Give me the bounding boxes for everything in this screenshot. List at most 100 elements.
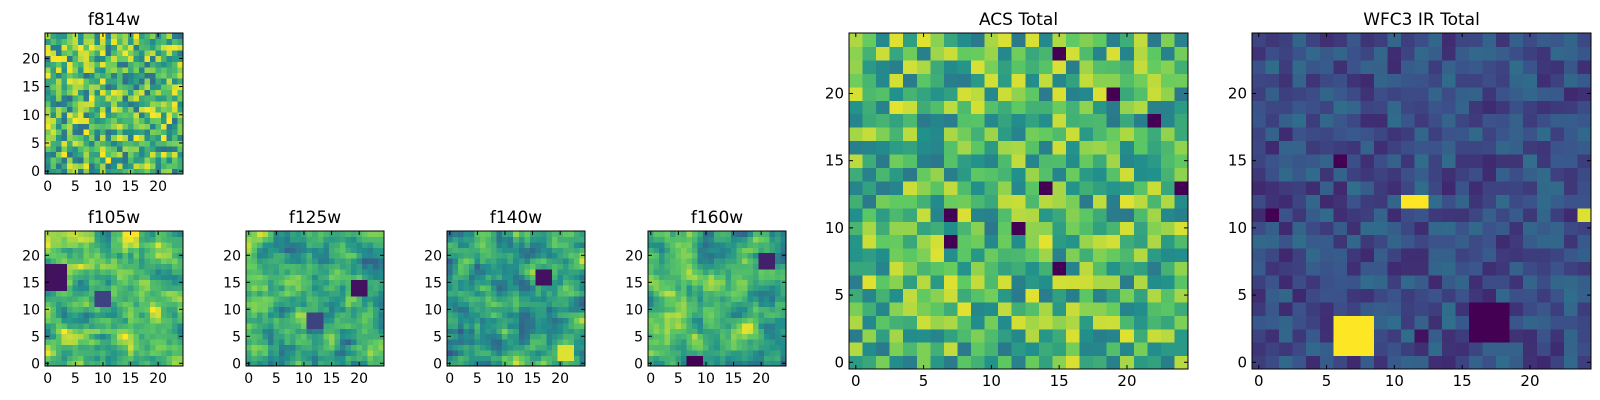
heatmap-cell (1496, 328, 1511, 343)
heatmap-cell (177, 44, 184, 51)
heatmap-cell (670, 317, 677, 324)
heatmap-cell (741, 344, 748, 351)
heatmap-cell (463, 241, 470, 248)
heatmap-cell (72, 290, 79, 297)
heatmap-cell (312, 339, 319, 345)
heatmap-cell (1563, 180, 1579, 195)
heatmap-cell (741, 241, 748, 248)
heatmap-cell (736, 247, 743, 254)
heatmap-cell (50, 95, 57, 102)
heatmap-cell (61, 355, 68, 362)
heatmap-cell (452, 301, 459, 308)
heatmap-cell (144, 236, 151, 243)
heatmap-cell (916, 355, 931, 370)
heatmap-cell (94, 106, 101, 113)
heatmap-cell (551, 295, 558, 302)
heatmap-cell (378, 339, 385, 345)
heatmap-cell (681, 231, 688, 237)
heatmap-cell (469, 339, 476, 345)
heatmap-cell (89, 134, 96, 141)
heatmap-cell (1536, 261, 1551, 276)
heatmap-cell (257, 317, 264, 324)
heatmap-cell (1496, 301, 1511, 316)
heatmap-cell (540, 247, 547, 254)
heatmap-cell (971, 59, 986, 74)
heatmap-cell (1401, 153, 1416, 168)
heatmap-cell (507, 285, 514, 291)
heatmap-cell (458, 290, 465, 297)
heatmap-cell (703, 333, 710, 340)
y-tick-label: 15 (1228, 152, 1247, 170)
heatmap-cell (1065, 194, 1081, 209)
heatmap-cell (568, 344, 575, 351)
heatmap-cell (1523, 355, 1538, 370)
heatmap-cell (312, 360, 319, 367)
heatmap-cell (160, 157, 168, 164)
heatmap-cell (573, 295, 581, 302)
heatmap-cell (94, 295, 101, 302)
heatmap-cell (741, 247, 748, 254)
x-tick-label: 20 (149, 179, 167, 195)
heatmap-cell (367, 301, 374, 308)
heatmap-cell (268, 339, 275, 345)
heatmap-cell (736, 258, 743, 264)
heatmap-cell (350, 285, 357, 291)
heatmap-cell (496, 290, 503, 297)
heatmap-cell (540, 274, 547, 281)
heatmap-cell (317, 279, 324, 286)
heatmap-cell (998, 355, 1013, 370)
y-tick-label: 10 (825, 219, 844, 237)
heatmap-cell (1523, 180, 1538, 195)
heatmap-cell (105, 241, 112, 248)
heatmap-cell (1333, 207, 1348, 222)
heatmap-cell (83, 290, 90, 297)
heatmap-cell (67, 128, 74, 136)
heatmap-cell (1496, 46, 1511, 61)
heatmap-cell (780, 301, 787, 308)
heatmap-cell (1160, 248, 1176, 263)
heatmap-cell (284, 333, 291, 340)
heatmap-cell (1509, 100, 1524, 115)
heatmap-cell (50, 145, 57, 153)
heatmap-cell (1333, 153, 1348, 168)
heatmap-cell (1093, 46, 1108, 61)
heatmap-cell (372, 247, 380, 254)
heatmap-cell (916, 234, 931, 249)
heatmap-cell (177, 301, 184, 308)
heatmap-cell (1120, 113, 1135, 128)
heatmap-cell (67, 295, 74, 302)
heatmap-cell (317, 252, 324, 259)
heatmap-cell (984, 100, 999, 115)
heatmap-cell (67, 241, 74, 248)
heatmap-cell (496, 263, 503, 270)
heatmap-cell (138, 123, 145, 130)
heatmap-cell (100, 38, 107, 45)
heatmap-cell (94, 258, 101, 264)
heatmap-cell (518, 247, 525, 254)
heatmap-cell (518, 279, 525, 286)
heatmap-cell (1401, 194, 1416, 209)
heatmap-cell (138, 140, 145, 147)
heatmap-cell (496, 268, 503, 275)
heatmap-cell (1496, 234, 1511, 249)
heatmap-cell (889, 167, 904, 182)
heatmap-cell (1147, 301, 1162, 316)
heatmap-cell (105, 258, 112, 264)
heatmap-cell (1052, 127, 1067, 142)
heatmap-cell (1279, 301, 1294, 316)
heatmap-cell (849, 113, 864, 128)
heatmap-cell (1306, 86, 1321, 101)
heatmap-cell (1414, 234, 1429, 249)
heatmap-cell (1428, 167, 1443, 182)
heatmap-cell (160, 285, 168, 291)
heatmap-cell (171, 117, 179, 124)
heatmap-cell (903, 301, 918, 316)
heatmap-cell (697, 263, 704, 270)
heatmap-cell (290, 290, 297, 297)
heatmap-cell (1550, 59, 1565, 74)
heatmap-cell (752, 333, 759, 340)
heatmap-cell (273, 355, 280, 362)
heatmap-cell (1025, 207, 1040, 222)
y-tick-label: 20 (424, 248, 442, 264)
